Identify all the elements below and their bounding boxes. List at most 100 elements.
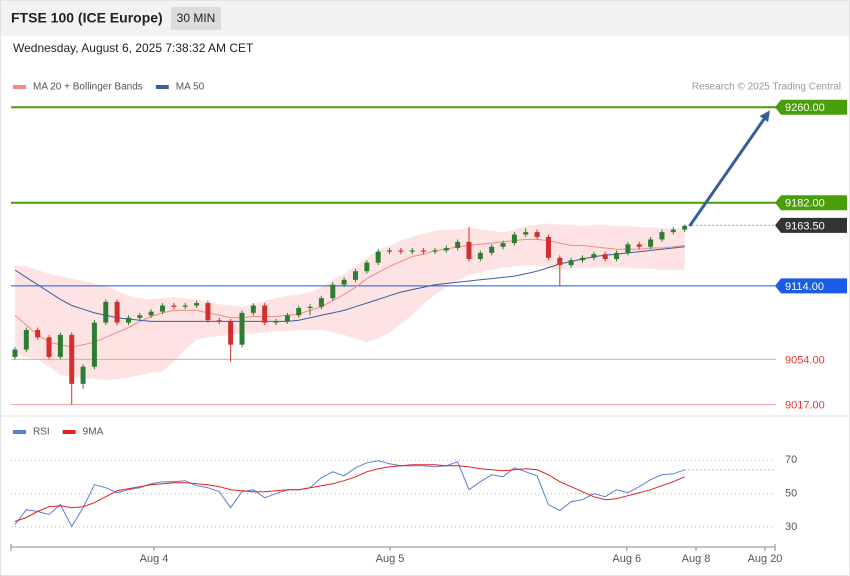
candle-body — [69, 334, 75, 384]
candle-body — [648, 239, 654, 247]
candle-body — [307, 306, 313, 308]
candle-body — [341, 279, 347, 285]
candle-body — [568, 260, 574, 266]
header-bar — [1, 1, 849, 36]
candle-body — [80, 366, 86, 384]
candle-body — [216, 320, 222, 322]
candle-body — [182, 305, 188, 307]
candle-body — [57, 334, 63, 357]
legend-swatch — [13, 430, 26, 434]
level-label: 9017.00 — [785, 400, 825, 412]
candle-body — [375, 251, 381, 263]
candle-body — [137, 315, 143, 318]
candle-body — [205, 303, 211, 321]
x-tick-label: Aug 4 — [140, 553, 169, 565]
candle-body — [160, 305, 166, 312]
bollinger-band — [15, 223, 685, 381]
candle-body — [421, 250, 427, 252]
level-label: 9260.00 — [785, 102, 825, 114]
level-label-box — [775, 217, 847, 233]
x-tick-label: Aug 20 — [748, 553, 783, 565]
candle-body — [682, 225, 688, 230]
source: Research © 2025 Trading Central — [692, 82, 841, 93]
timeframe-badge[interactable] — [171, 7, 221, 30]
candle-body — [148, 311, 154, 316]
level-label-box — [775, 195, 847, 211]
candle-body — [330, 284, 336, 299]
candle-body — [46, 337, 52, 357]
candle-body — [35, 329, 41, 338]
candle-body — [477, 252, 483, 260]
candle-body — [318, 298, 324, 307]
x-tick-label: Aug 5 — [376, 553, 405, 565]
candle-body — [352, 271, 358, 280]
level-label: 9182.00 — [785, 198, 825, 210]
candle-body — [284, 315, 290, 322]
candle-body — [466, 241, 472, 260]
candle-body — [228, 321, 234, 345]
legend-label: MA 50 — [176, 82, 205, 93]
candle-body — [523, 232, 529, 235]
x-tick-label: Aug 8 — [682, 553, 711, 565]
candle-body — [296, 307, 302, 316]
candle-body — [500, 243, 506, 247]
rsi-line — [14, 464, 685, 522]
candle-body — [171, 305, 177, 307]
legend-swatch — [13, 85, 26, 89]
legend-label: RSI — [33, 427, 50, 438]
candle-body — [364, 262, 370, 272]
candle-body — [387, 250, 393, 252]
level-label: 9054.00 — [785, 354, 825, 366]
candle-body — [239, 312, 245, 345]
projection-arrow-head — [759, 110, 770, 123]
candle-body — [432, 250, 438, 252]
candle-body — [409, 250, 415, 252]
moving-average — [14, 238, 685, 348]
candle-body — [625, 244, 631, 253]
candle-body — [602, 254, 608, 260]
date: Wednesday, August 6, 2025 7:38:32 AM CET — [13, 41, 254, 55]
x-tick-label: Aug 6 — [612, 553, 641, 565]
candle-body — [91, 322, 97, 367]
legend-label: 9MA — [83, 427, 104, 438]
timeframe[interactable]: 30 MIN — [177, 11, 216, 25]
candle-body — [103, 301, 109, 323]
candle-body — [557, 257, 563, 266]
candle-body — [262, 305, 268, 323]
projection-arrow — [688, 115, 768, 227]
candle-body — [398, 250, 404, 252]
legend-swatch — [155, 85, 169, 89]
legend-swatch — [62, 430, 76, 434]
candle-body — [12, 349, 18, 357]
candle-body — [636, 244, 642, 247]
candle-body — [545, 236, 551, 258]
candle-body — [443, 247, 449, 251]
candle-body — [114, 301, 120, 323]
candle-body — [670, 229, 676, 233]
level-label-box — [775, 278, 847, 294]
title: FTSE 100 (ICE Europe) — [11, 10, 163, 26]
candle-body — [659, 232, 665, 240]
candle-body — [250, 305, 256, 313]
y-tick-label: 30 — [785, 521, 797, 533]
candle-body — [125, 317, 131, 323]
candle-body — [511, 234, 517, 244]
y-tick-label: 50 — [785, 488, 797, 500]
candle-body — [455, 241, 461, 248]
level-label-box — [775, 99, 847, 115]
level-label: 9114.00 — [785, 281, 824, 293]
candle-body — [579, 257, 585, 261]
legend-label: MA 20 + Bollinger Bands — [33, 82, 143, 93]
candle-body — [23, 329, 29, 350]
candle-body — [591, 254, 597, 258]
candle-body — [534, 232, 540, 237]
y-tick-label: 70 — [785, 454, 797, 466]
candle-body — [614, 252, 620, 260]
candle-body — [273, 321, 279, 323]
level-label: 9163.50 — [785, 220, 825, 232]
rsi-line — [14, 460, 685, 528]
candle-body — [194, 303, 200, 306]
candle-body — [489, 246, 495, 253]
